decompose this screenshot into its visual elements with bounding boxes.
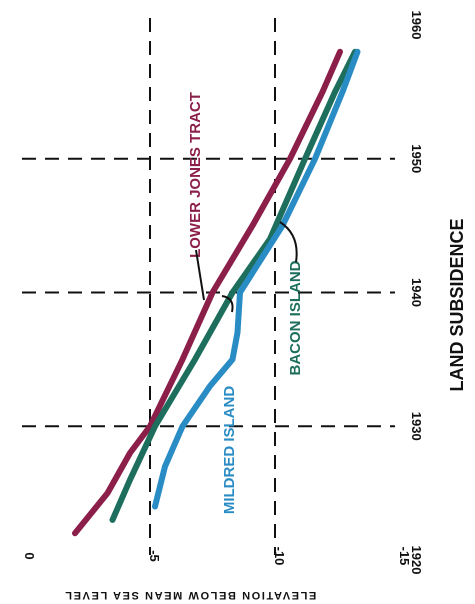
series-line-lower-jones-tract [72, 48, 343, 537]
x-tick-label-1950: 1950 [409, 144, 424, 173]
x-tick-label-1940: 1940 [409, 278, 424, 307]
leader-bacon-island [279, 221, 298, 263]
series-line-mildred-island [152, 48, 361, 510]
x-tick-label-1930: 1930 [409, 412, 424, 441]
y-axis-label: ELEVATION BELOW MEAN SEA LEVEL [64, 589, 317, 601]
series-line-bacon-island [109, 48, 358, 523]
label-mildred-island: MILDRED ISLAND [221, 386, 238, 514]
series-label-mildred-island: MILDRED ISLAND [221, 386, 238, 514]
y-tick-label-5: -5 [147, 550, 162, 562]
leader-lower-jones-tract [195, 249, 205, 301]
label-bacon-island: BACON ISLAND [287, 260, 304, 375]
y-tick-label-10: -10 [272, 547, 287, 566]
x-tick-label-1960: 1960 [409, 11, 424, 40]
y-tick-label-0: 0 [22, 552, 37, 559]
gridlines [22, 18, 395, 555]
x-tick-label-1920: 1920 [409, 546, 424, 575]
series-label-lower-jones-tract: LOWER JONES TRACT [187, 92, 204, 258]
leader-mildred-island [221, 295, 234, 313]
tick-labels: 1920 1930 1940 1950 1960 0 -5 -10 -15 [22, 11, 424, 575]
chart-title: LAND SUBSIDENCE [447, 218, 467, 391]
series-layer [72, 48, 361, 537]
y-tick-label-15: -15 [397, 547, 412, 566]
series-label-bacon-island: BACON ISLAND [287, 260, 304, 375]
label-lower-jones-tract: LOWER JONES TRACT [187, 92, 204, 258]
